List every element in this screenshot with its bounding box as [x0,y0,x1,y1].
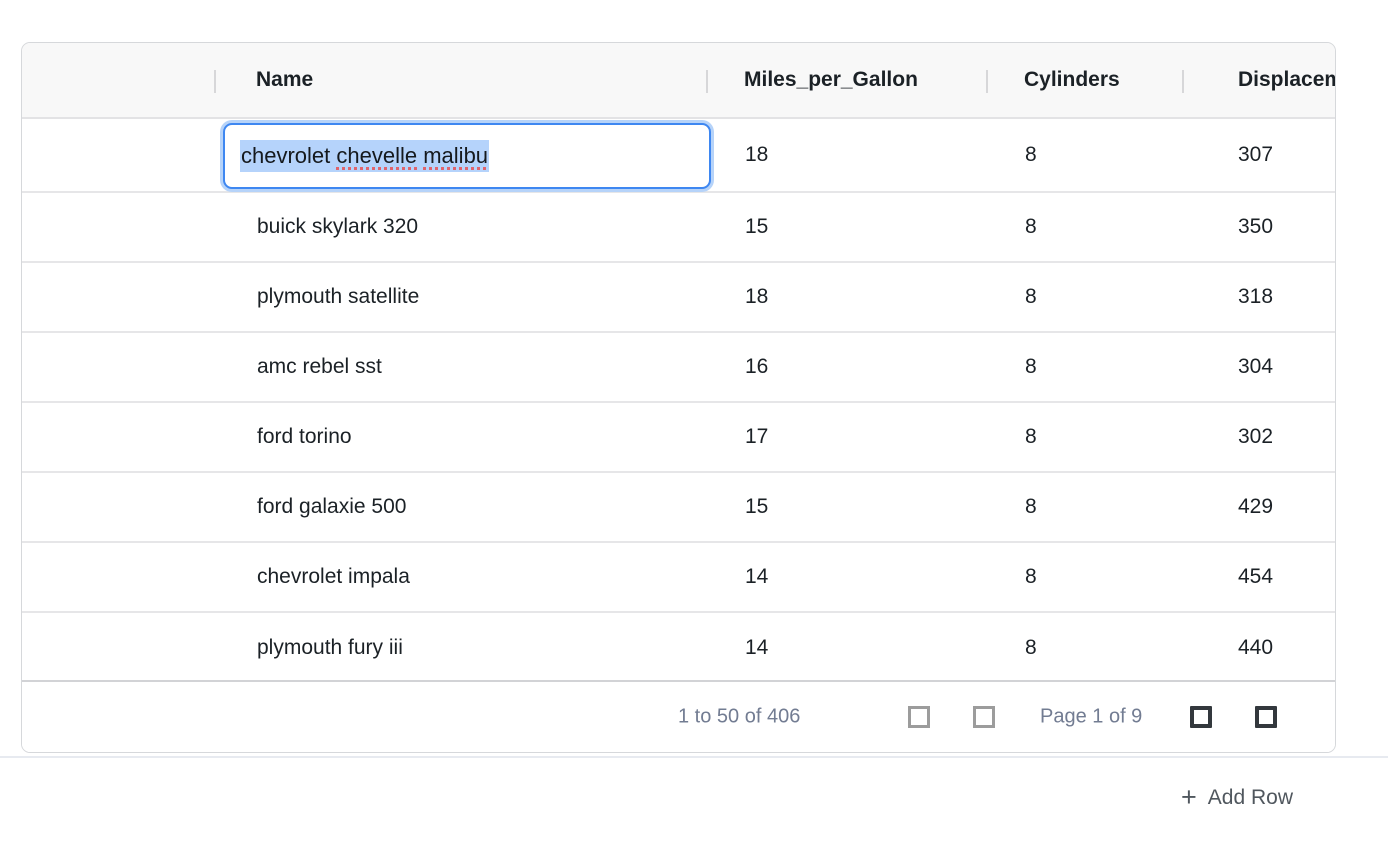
column-resize-handle[interactable] [706,70,708,93]
cell-cylinders[interactable]: 8 [1025,636,1037,659]
add-row-label: Add Row [1207,786,1293,809]
column-resize-handle[interactable] [986,70,988,93]
misspelled-word: chevelle [336,143,418,168]
table-row: chevrolet impala 14 8 454 [22,543,1335,613]
table-row: ford torino 17 8 302 [22,403,1335,473]
cell-displacement[interactable]: 429 [1238,495,1274,518]
cell-cylinders[interactable]: 8 [1025,143,1037,166]
cell-cylinders[interactable]: 8 [1025,355,1037,378]
cell-displacement[interactable]: 350 [1238,215,1274,238]
plus-icon: + [1181,781,1197,812]
cell-cylinders[interactable]: 8 [1025,565,1037,588]
cell-cylinders[interactable]: 8 [1025,215,1037,238]
cell-mpg[interactable]: 17 [745,425,769,448]
row-range-label: 1 to 50 of 406 [678,705,801,728]
previous-page-button[interactable] [973,706,995,728]
cell-name[interactable]: plymouth satellite [257,285,420,308]
header-cell-name[interactable]: Name [256,68,314,91]
cell-displacement[interactable]: 440 [1238,636,1274,659]
cell-mpg[interactable]: 15 [745,215,769,238]
next-page-icon [1190,706,1212,728]
last-page-button[interactable] [1255,706,1277,728]
cell-name[interactable]: ford galaxie 500 [257,495,407,518]
table-row: plymouth satellite 18 8 318 [22,263,1335,333]
first-page-icon [908,706,930,728]
header-cell-miles-per-gallon[interactable]: Miles_per_Gallon [744,68,918,91]
cell-name[interactable]: plymouth fury iii [257,636,403,659]
cell-name[interactable]: chevrolet impala [257,565,410,588]
cell-cylinders[interactable]: 8 [1025,425,1037,448]
cell-cylinders[interactable]: 8 [1025,495,1037,518]
cell-displacement[interactable]: 304 [1238,355,1274,378]
header-cell-cylinders[interactable]: Cylinders [1024,68,1120,91]
table-row: ford galaxie 500 15 8 429 [22,473,1335,543]
cell-displacement[interactable]: 454 [1238,565,1274,588]
first-page-button[interactable] [908,706,930,728]
selected-text: chevrolet chevelle malibu [240,140,490,172]
header-row: Name Miles_per_Gallon Cylinders Displace… [22,43,1335,119]
cell-mpg[interactable]: 16 [745,355,769,378]
table-row: amc rebel sst 16 8 304 [22,333,1335,403]
cell-editor-input[interactable]: chevrolet chevelle malibu [223,123,711,189]
misspelled-word: malibu [423,143,489,168]
column-resize-handle[interactable] [1182,70,1184,93]
cell-name[interactable]: ford torino [257,425,352,448]
cell-name[interactable]: buick skylark 320 [257,215,419,238]
table-row: 18 8 307 [22,119,1335,193]
previous-page-icon [973,706,995,728]
cell-cylinders[interactable]: 8 [1025,285,1037,308]
cell-mpg[interactable]: 18 [745,143,769,166]
cell-mpg[interactable]: 15 [745,495,769,518]
last-page-icon [1255,706,1277,728]
next-page-button[interactable] [1190,706,1212,728]
page-indicator-label: Page 1 of 9 [1040,705,1143,728]
cell-displacement[interactable]: 318 [1238,285,1274,308]
cell-mpg[interactable]: 14 [745,565,769,588]
data-grid: Name Miles_per_Gallon Cylinders Displace… [21,42,1336,753]
cell-mpg[interactable]: 18 [745,285,769,308]
cell-displacement[interactable]: 307 [1238,143,1274,166]
table-row: buick skylark 320 15 8 350 [22,193,1335,263]
cell-mpg[interactable]: 14 [745,636,769,659]
cell-displacement[interactable]: 302 [1238,425,1274,448]
header-cell-displacement[interactable]: Displacement [1238,68,1335,91]
cell-name[interactable]: amc rebel sst [257,355,382,378]
add-row-button[interactable]: + Add Row [1181,781,1293,815]
component-divider [0,756,1388,758]
pagination-panel: 1 to 50 of 406 Page 1 of 9 [22,680,1335,752]
table-row: plymouth fury iii 14 8 440 [22,613,1335,683]
column-resize-handle[interactable] [214,70,216,93]
